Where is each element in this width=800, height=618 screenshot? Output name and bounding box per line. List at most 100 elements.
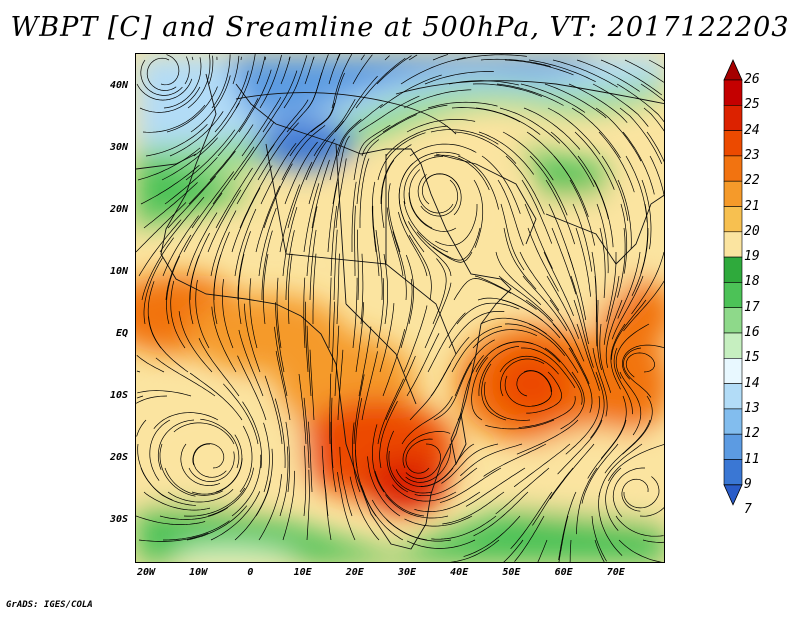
streamline (308, 138, 336, 205)
streamline (478, 131, 534, 175)
streamline (526, 371, 563, 414)
streamline (189, 372, 243, 421)
streamline (222, 279, 234, 349)
streamline (454, 131, 517, 164)
streamline (303, 397, 310, 469)
streamline (625, 352, 655, 378)
lon-label: 20E (345, 567, 364, 578)
streamline (306, 325, 312, 397)
streamline (414, 491, 481, 512)
streamline (569, 179, 595, 246)
streamline (593, 179, 614, 248)
streamline (337, 104, 383, 157)
streamline (335, 158, 347, 229)
streamline (163, 520, 230, 541)
streamline (164, 467, 223, 496)
streamline (623, 476, 660, 509)
streamline (439, 467, 502, 503)
streamline (281, 125, 326, 181)
streamline (441, 443, 499, 484)
streamline (380, 144, 412, 204)
streamline (500, 358, 545, 397)
colorbar-segment (723, 383, 743, 410)
streamline (258, 207, 277, 277)
streamline (510, 491, 553, 550)
streamline (157, 419, 195, 470)
streamline (330, 421, 337, 493)
streamline (352, 277, 358, 349)
colorbar (723, 59, 743, 506)
colorbar-label: 15 (744, 350, 760, 366)
streamline (255, 448, 273, 517)
streamline (448, 80, 519, 86)
streamline (256, 56, 266, 85)
streamline (231, 454, 262, 517)
streamline (360, 485, 404, 541)
streamline (403, 156, 443, 205)
streamline (401, 396, 453, 445)
map-panel (135, 53, 665, 563)
streamline (303, 183, 320, 253)
streamline (544, 83, 607, 119)
streamline (263, 163, 293, 229)
streamline (631, 251, 664, 315)
streamline (424, 282, 452, 349)
streamline (190, 75, 231, 133)
colorbar-segment (723, 307, 743, 334)
streamline (232, 55, 240, 85)
streamline (504, 323, 566, 357)
streamline (239, 165, 273, 229)
streamline (217, 98, 259, 157)
streamline (552, 323, 590, 385)
streamline (195, 279, 210, 349)
streamline (307, 54, 329, 109)
streamline (617, 179, 632, 249)
streamline (142, 104, 206, 133)
streamline (239, 425, 253, 493)
streamline (406, 539, 476, 549)
streamline (336, 253, 340, 325)
streamline (427, 101, 498, 109)
streamline (173, 422, 235, 445)
colorbar-segment (723, 231, 743, 258)
streamline (155, 357, 216, 397)
streamline (569, 539, 572, 562)
streamline (483, 443, 547, 477)
streamline (145, 123, 208, 157)
streamline (188, 451, 235, 482)
streamline (407, 221, 452, 277)
streamline (600, 59, 663, 96)
streamline (623, 347, 652, 398)
streamline (453, 278, 512, 301)
streamline (211, 54, 231, 109)
streamline (284, 141, 318, 205)
streamline (136, 515, 206, 525)
streamline (620, 203, 628, 274)
streamline (264, 375, 283, 445)
streamline (427, 312, 466, 373)
streamline (624, 59, 664, 83)
colorbar-segment (723, 79, 743, 106)
streamline (646, 131, 664, 163)
streamline (432, 227, 481, 261)
streamline (404, 515, 473, 527)
streamline (414, 467, 478, 497)
streamline (521, 347, 576, 388)
colorbar-label: 16 (744, 325, 760, 340)
streamline (581, 443, 619, 504)
streamline (382, 104, 448, 133)
streamline (192, 443, 225, 469)
streamline (596, 300, 602, 371)
streamline (610, 323, 626, 390)
streamline (161, 137, 218, 181)
lat-label: 30S (109, 514, 128, 525)
streamline (595, 107, 642, 162)
streamline (279, 184, 301, 253)
streamline (349, 476, 380, 541)
streamline (405, 254, 414, 325)
streamline (249, 278, 258, 349)
streamline (274, 398, 286, 469)
streamline (640, 83, 664, 102)
streamline (360, 253, 364, 325)
streamline (148, 316, 189, 373)
